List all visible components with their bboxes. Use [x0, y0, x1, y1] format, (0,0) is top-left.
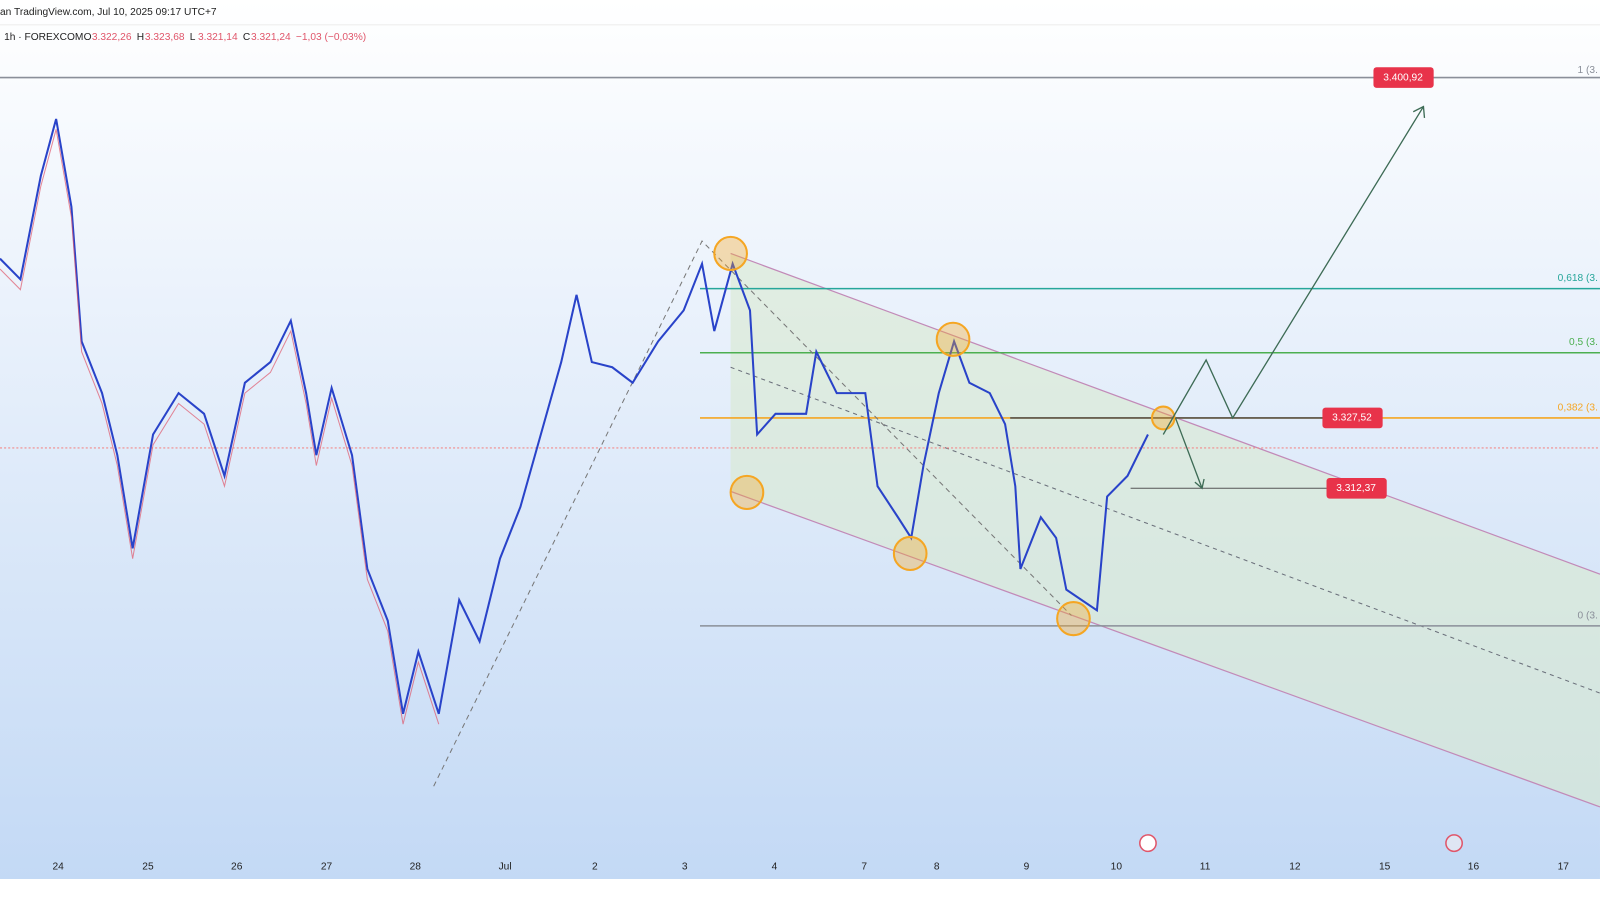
bottom-bar [0, 879, 1600, 900]
x-tick-label: 3 [682, 862, 688, 873]
header-change: −1,03 (−0,03%) [296, 32, 366, 43]
ohlc-value: 3.323,68 [145, 32, 185, 43]
x-tick-label: 16 [1468, 862, 1480, 873]
projection-arrow [1174, 417, 1203, 489]
price-label: 3.327,52 [1332, 413, 1372, 424]
price-label-box [1322, 407, 1383, 429]
x-tick-label: 25 [142, 862, 154, 873]
pivot [892, 535, 928, 572]
pivot [713, 235, 748, 272]
arrow-head [1194, 478, 1205, 490]
pivot [1151, 405, 1176, 431]
x-tick-label: 12 [1289, 862, 1301, 873]
x-tick-label: 17 [1558, 862, 1570, 873]
ohlc: O 3.322,26 H 3.323,68 L 3.321,14 C 3.321,24 [84, 32, 291, 43]
arrow-head [1412, 105, 1426, 118]
channel-lower [730, 490, 1600, 808]
x-tick-label: 11 [1200, 862, 1211, 873]
x-tick-label: 8 [934, 862, 940, 873]
fib-label: 0 (3. [1578, 610, 1598, 621]
header-source: an TradingView.com, Jul 10, 2025 09:17 U… [0, 7, 217, 18]
fib-label: 0,382 (3. [1558, 402, 1598, 413]
ohlc-value: 3.321,24 [251, 32, 291, 43]
price-path-shadow [0, 129, 440, 725]
x-tick-label: 4 [772, 862, 778, 873]
x-tick-label: 24 [52, 862, 64, 873]
price-label-box [1373, 67, 1434, 88]
projection-arrow [1162, 106, 1425, 435]
pivot [729, 474, 765, 511]
channel-upper [730, 252, 1600, 575]
ohlc-value: 3.321,14 [198, 32, 238, 43]
x-tick-label: 28 [410, 862, 422, 873]
channel-fill [730, 253, 1600, 807]
fib-label: 1 (3. [1578, 65, 1598, 76]
fib-label: 0,5 (3. [1569, 337, 1598, 348]
chart-area: 3.400,92 3.327,52 3.312,37 1 (3. 0,618 (… [0, 0, 1600, 880]
x-tick-label: 9 [1024, 862, 1030, 873]
x-tick-label: 7 [861, 862, 867, 873]
fib-label: 0,618 (3. [1558, 273, 1598, 284]
price-label-box [1326, 477, 1387, 499]
price-path [0, 118, 1149, 715]
x-tick-label: 27 [321, 862, 333, 873]
event-icon[interactable] [1139, 834, 1157, 853]
header-symbol: 1h · FOREXCOM [4, 32, 83, 43]
x-tick-label: 26 [231, 862, 243, 873]
price-label: 3.400,92 [1383, 72, 1423, 83]
price-label: 3.312,37 [1336, 483, 1376, 494]
pivot [1056, 601, 1091, 637]
pivot-markers [713, 235, 1176, 637]
x-tick-label: 2 [592, 862, 598, 873]
x-tick-label: 15 [1379, 862, 1391, 873]
ohlc-label: O [84, 32, 92, 43]
swing-line [433, 240, 1072, 787]
ohlc-label: C [243, 32, 251, 43]
event-icon[interactable] [1445, 834, 1463, 853]
ohlc-label: L [190, 32, 196, 43]
ohlc-label: H [137, 32, 144, 43]
ohlc-value: 3.322,26 [92, 32, 132, 43]
x-axis: 24 25 26 27 28 Jul 2 3 4 7 8 9 10 11 12 15 16 17 [52, 862, 1569, 873]
x-tick-label: Jul [499, 862, 512, 873]
pivot [935, 321, 971, 357]
x-tick-label: 10 [1111, 862, 1123, 873]
